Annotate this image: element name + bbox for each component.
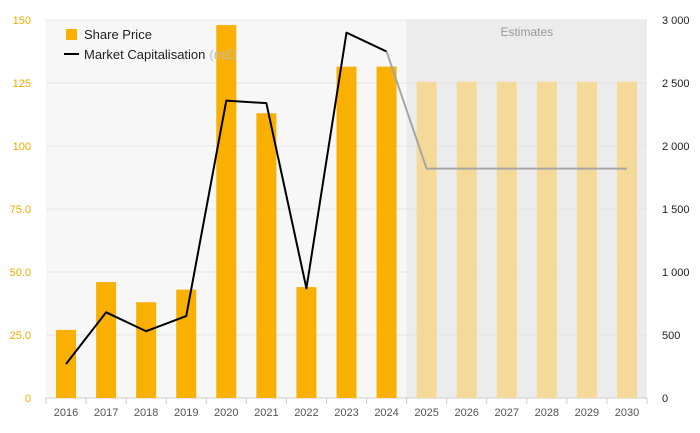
share-price-bar: [456, 81, 477, 399]
x-tick-label: 2023: [334, 407, 358, 419]
x-tick-label: 2030: [615, 407, 639, 419]
share-price-bar: [216, 25, 237, 398]
share-price-bar: [376, 66, 397, 399]
market-cap-line-actual: [65, 31, 387, 365]
legend-label-market-cap: Market Capitalisation: [84, 47, 205, 62]
x-tick-label: 2018: [134, 407, 158, 419]
y-right-tick-label: 1 000: [662, 267, 690, 279]
x-tick-label: 2022: [294, 407, 318, 419]
x-tick-label: 2026: [454, 407, 478, 419]
estimates-label: Estimates: [500, 25, 553, 39]
x-tick-label: 2017: [94, 407, 118, 419]
market-cap-line: [65, 31, 627, 365]
y-right-tick-label: 0: [662, 393, 668, 405]
share-price-bar: [296, 287, 317, 398]
share-price-bar: [176, 289, 197, 398]
market-cap-line-estimate: [385, 51, 627, 170]
share-price-bar: [496, 81, 517, 399]
x-tick-label: 2025: [414, 407, 438, 419]
legend-label-share-price: Share Price: [84, 27, 152, 42]
y-left-tick-label: 125: [13, 78, 31, 90]
legend: Share Price Market Capitalisation (m£): [64, 27, 236, 62]
share-price-bar: [616, 81, 637, 399]
x-tick-label: 2019: [174, 407, 198, 419]
svg-text:Market Capitalisation(m£): Market Capitalisation (m£): [84, 47, 236, 62]
y-left-tick-label: 100: [13, 141, 31, 153]
share-price-bars: [56, 25, 637, 399]
axes: 0 25.0 50.0 75.0 100 125 150 0 500 1 000 1 500 2 00…: [10, 15, 690, 419]
x-tick-label: 2028: [535, 407, 559, 419]
y-right-tick-label: 2 500: [662, 78, 690, 90]
x-tick-label: 2020: [214, 407, 238, 419]
share-price-bar: [96, 282, 117, 398]
y-left-tick-label: 0: [25, 393, 31, 405]
share-price-bar: [536, 81, 557, 399]
y-left-tick-label: 25.0: [10, 330, 31, 342]
legend-swatch-share-price: [66, 29, 77, 40]
share-price-bar: [416, 81, 437, 399]
y-right-tick-label: 1 500: [662, 204, 690, 216]
y-right-tick-label: 2 000: [662, 141, 690, 153]
share-price-bar: [336, 66, 357, 399]
share-price-bar: [256, 113, 277, 399]
x-tick-label: 2024: [374, 407, 398, 419]
share-price-bar: [576, 81, 597, 399]
x-tick-label: 2027: [495, 407, 519, 419]
share-price-bar: [136, 302, 157, 398]
legend-unit-market-cap: (m£): [209, 47, 236, 62]
y-left-tick-label: 150: [13, 15, 31, 27]
y-right-tick-label: 500: [662, 330, 680, 342]
y-right-tick-label: 3 000: [662, 15, 690, 27]
y-left-tick-label: 50.0: [10, 267, 31, 279]
x-tick-label: 2016: [54, 407, 78, 419]
y-left-tick-label: 75.0: [10, 204, 31, 216]
x-tick-label: 2021: [254, 407, 278, 419]
x-tick-label: 2029: [575, 407, 599, 419]
